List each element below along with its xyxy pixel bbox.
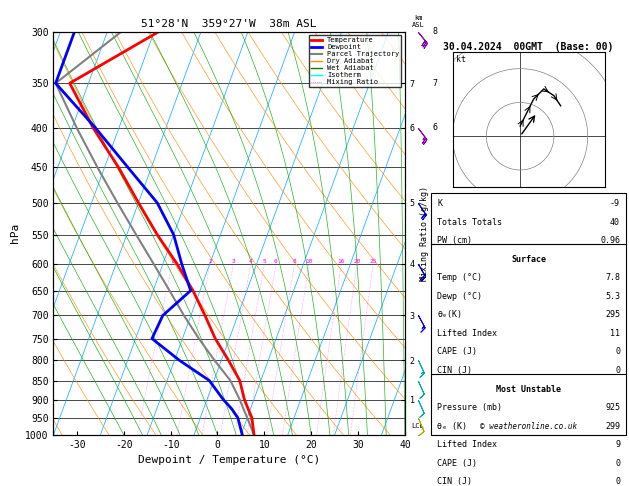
Text: km
ASL: km ASL <box>412 15 425 28</box>
Text: Lifted Index: Lifted Index <box>437 440 497 449</box>
Text: PW (cm): PW (cm) <box>437 236 472 245</box>
Text: 0: 0 <box>615 366 620 375</box>
Text: 4: 4 <box>249 259 253 264</box>
Text: 20: 20 <box>353 259 361 264</box>
Text: 925: 925 <box>605 403 620 412</box>
Text: 11: 11 <box>610 329 620 338</box>
Text: 0: 0 <box>615 347 620 356</box>
Text: 4: 4 <box>433 260 438 268</box>
Text: θₑ(K): θₑ(K) <box>437 311 462 319</box>
X-axis label: Dewpoint / Temperature (°C): Dewpoint / Temperature (°C) <box>138 455 320 466</box>
Text: 3: 3 <box>433 311 438 320</box>
Text: 25: 25 <box>369 259 377 264</box>
Text: 0: 0 <box>615 459 620 468</box>
Text: 3: 3 <box>231 259 235 264</box>
Text: 8: 8 <box>292 259 296 264</box>
Text: 2: 2 <box>208 259 212 264</box>
Text: K: K <box>437 199 442 208</box>
Text: 2: 2 <box>433 356 438 364</box>
Y-axis label: Mixing Ratio (g/kg): Mixing Ratio (g/kg) <box>420 186 430 281</box>
Text: Lifted Index: Lifted Index <box>437 329 497 338</box>
Y-axis label: hPa: hPa <box>9 223 19 243</box>
Text: 6: 6 <box>433 123 438 133</box>
Text: Surface: Surface <box>511 255 546 264</box>
Text: Totals Totals: Totals Totals <box>437 218 502 226</box>
Text: 0.96: 0.96 <box>600 236 620 245</box>
Text: 30.04.2024  00GMT  (Base: 00): 30.04.2024 00GMT (Base: 00) <box>443 42 614 52</box>
Text: 6: 6 <box>274 259 278 264</box>
Text: 5: 5 <box>263 259 267 264</box>
Text: 9: 9 <box>615 440 620 449</box>
Text: 10: 10 <box>306 259 313 264</box>
Text: 16: 16 <box>338 259 345 264</box>
Text: Temp (°C): Temp (°C) <box>437 273 482 282</box>
Text: © weatheronline.co.uk: © weatheronline.co.uk <box>480 422 577 431</box>
Text: 1: 1 <box>170 259 174 264</box>
Text: 295: 295 <box>605 311 620 319</box>
Text: θₑ (K): θₑ (K) <box>437 422 467 431</box>
Title: 51°28'N  359°27'W  38m ASL: 51°28'N 359°27'W 38m ASL <box>142 19 317 30</box>
Text: LCL: LCL <box>412 423 425 430</box>
Bar <box>431 193 626 435</box>
Text: 299: 299 <box>605 422 620 431</box>
Text: 5.3: 5.3 <box>605 292 620 301</box>
Text: 7.8: 7.8 <box>605 273 620 282</box>
Text: Pressure (mb): Pressure (mb) <box>437 403 502 412</box>
Text: Most Unstable: Most Unstable <box>496 384 561 394</box>
Text: 0: 0 <box>615 477 620 486</box>
Text: -9: -9 <box>610 199 620 208</box>
Legend: Temperature, Dewpoint, Parcel Trajectory, Dry Adiabat, Wet Adiabat, Isotherm, Mi: Temperature, Dewpoint, Parcel Trajectory… <box>309 35 401 87</box>
Text: 8: 8 <box>433 27 438 36</box>
Text: Dewp (°C): Dewp (°C) <box>437 292 482 301</box>
Text: CAPE (J): CAPE (J) <box>437 459 477 468</box>
Text: 1: 1 <box>433 395 438 404</box>
Text: 5: 5 <box>433 198 438 207</box>
Text: CIN (J): CIN (J) <box>437 366 472 375</box>
Text: CAPE (J): CAPE (J) <box>437 347 477 356</box>
Text: CIN (J): CIN (J) <box>437 477 472 486</box>
Text: 40: 40 <box>610 218 620 226</box>
Text: 7: 7 <box>433 79 438 88</box>
